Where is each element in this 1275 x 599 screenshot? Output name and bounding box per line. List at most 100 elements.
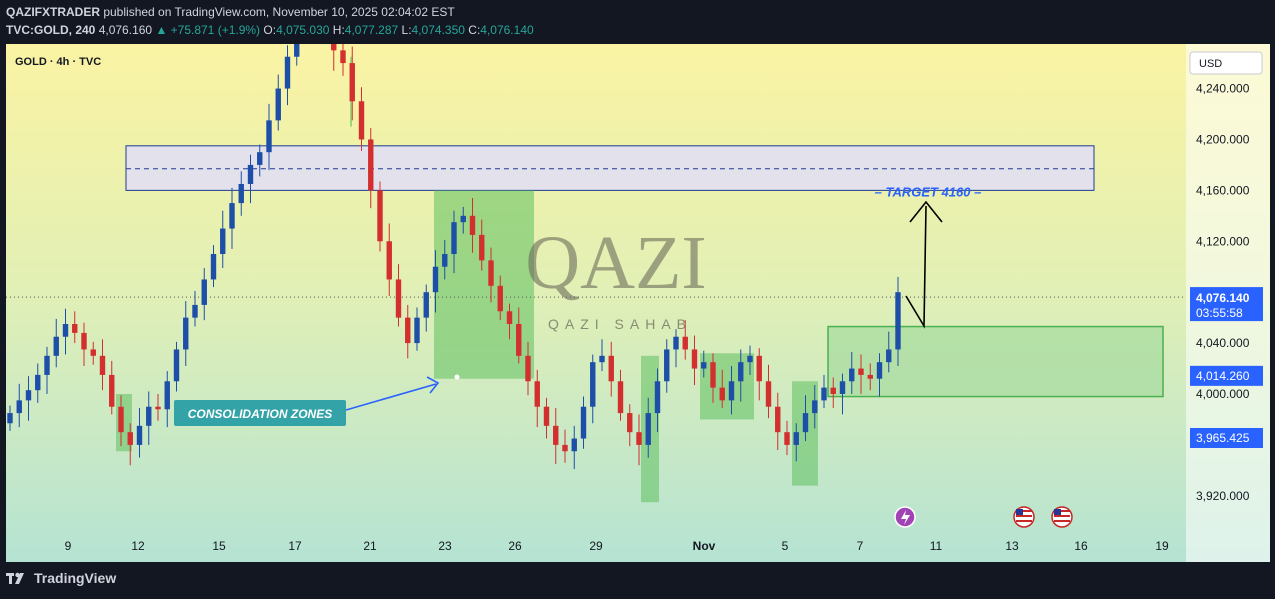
chart-area[interactable]: – TARGET 4160 – CONSOLIDATION ZONES QAZI QA… xyxy=(6,44,1270,562)
candle-body xyxy=(580,406,587,439)
us-flag-icon[interactable] xyxy=(1013,506,1035,528)
candle-body xyxy=(599,355,605,363)
currency-label: USD xyxy=(1199,58,1222,70)
y-tick-label: 3,920.000 xyxy=(1196,489,1250,503)
level-price-value: 3,965.425 xyxy=(1196,431,1250,445)
candle-body xyxy=(664,349,670,382)
x-tick-label: 11 xyxy=(930,539,943,553)
candle-body xyxy=(506,311,513,324)
candle-body xyxy=(275,88,281,121)
level-price-value: 4,014.260 xyxy=(1196,369,1250,383)
flag-stripe xyxy=(1016,520,1032,522)
candle-body xyxy=(802,413,809,433)
x-tick-label: 9 xyxy=(65,539,72,553)
open-value: 4,075.030 xyxy=(276,23,330,37)
close-value: 4,076.140 xyxy=(480,23,534,37)
candle-body xyxy=(812,400,818,414)
candle-body xyxy=(414,317,420,344)
candle-body xyxy=(849,368,855,382)
arrow-up-icon xyxy=(909,200,943,223)
candle-body xyxy=(775,406,781,433)
flag-stripe xyxy=(1054,520,1070,522)
flag-stripe xyxy=(1054,510,1070,512)
candle-body xyxy=(562,444,568,452)
candle-body xyxy=(645,413,651,445)
candle-body xyxy=(423,292,429,318)
y-tick-label: 4,120.000 xyxy=(1196,234,1250,248)
candle-body xyxy=(284,56,291,89)
author-name[interactable]: QAZIFXTRADER xyxy=(6,5,100,19)
countdown-value: 03:55:58 xyxy=(1196,306,1243,320)
publish-header: QAZIFXTRADER published on TradingView.co… xyxy=(0,0,1275,44)
flag-stripe xyxy=(1054,515,1070,517)
currency-button[interactable] xyxy=(1189,51,1263,75)
candle-body xyxy=(72,324,78,333)
candle-body xyxy=(719,387,725,401)
candle-body xyxy=(590,362,596,407)
last-price-tag xyxy=(1190,287,1263,322)
x-tick-label: 17 xyxy=(288,539,302,553)
candle-body xyxy=(691,349,698,369)
target-zone xyxy=(827,325,1164,398)
x-tick-label: 26 xyxy=(508,539,522,553)
consolidation-label: CONSOLIDATION ZONES xyxy=(188,407,332,421)
candle-body xyxy=(266,120,272,153)
flag-canton xyxy=(1054,509,1061,515)
flag-stripe xyxy=(1016,515,1032,517)
candle-body xyxy=(451,222,457,254)
candle-body xyxy=(229,203,235,229)
candle-body xyxy=(331,44,337,51)
watermark-name: QAZI SAHAB xyxy=(548,316,692,332)
candle-body xyxy=(192,304,198,318)
high-label: H: xyxy=(332,23,345,37)
watermark-logo: QAZI xyxy=(525,221,707,305)
candle-body xyxy=(525,355,531,382)
candle-body xyxy=(257,152,263,165)
candle-body xyxy=(238,184,244,204)
footer: TradingView xyxy=(6,570,116,586)
candle-body xyxy=(553,425,559,445)
candle-body xyxy=(839,381,846,394)
candle-body xyxy=(395,279,402,318)
candle-body xyxy=(25,390,32,401)
chart-legend: GOLD · 4h · TVC xyxy=(15,56,101,68)
candle-body xyxy=(821,387,827,401)
candle-body xyxy=(793,432,799,445)
candle-body xyxy=(867,374,873,379)
us-flag-icon[interactable] xyxy=(1051,506,1073,528)
candle-body xyxy=(377,190,383,242)
consolidation-zone xyxy=(700,353,754,420)
x-tick-label: 29 xyxy=(589,539,603,553)
candle-body xyxy=(895,292,901,350)
candle-body xyxy=(386,241,392,280)
candle-body xyxy=(35,374,41,391)
candle-body xyxy=(127,432,133,445)
consolidation-arrow xyxy=(345,383,437,411)
price-change: ▲ +75.871 (+1.9%) xyxy=(155,23,261,37)
low-value: 4,074.350 xyxy=(411,23,465,37)
candle-body xyxy=(701,362,707,369)
price-chart[interactable]: – TARGET 4160 – CONSOLIDATION ZONES QAZI QA… xyxy=(6,44,1270,562)
candle-body xyxy=(756,355,762,382)
candle-body xyxy=(608,355,614,382)
candle-body xyxy=(210,254,217,280)
candle-body xyxy=(44,355,50,375)
symbol-label: TVC:GOLD, 240 xyxy=(6,23,96,37)
candle-body xyxy=(488,260,494,286)
candle-body xyxy=(673,336,679,350)
x-tick-label: 16 xyxy=(1074,539,1088,553)
candle-body xyxy=(784,432,790,445)
x-tick-label: Nov xyxy=(693,539,716,553)
candle-body xyxy=(16,400,22,414)
anchor-dot xyxy=(454,374,460,380)
x-tick-label: 5 xyxy=(782,539,789,553)
arrow-head-icon xyxy=(426,376,440,394)
candle-body xyxy=(636,432,642,445)
close-label: C: xyxy=(468,23,481,37)
candle-body xyxy=(886,349,892,363)
candle-body xyxy=(543,406,550,426)
candle-body xyxy=(747,355,753,363)
level-price-tag xyxy=(1190,428,1263,449)
footer-brand[interactable]: TradingView xyxy=(34,570,117,586)
high-value: 4,077.287 xyxy=(344,23,399,37)
